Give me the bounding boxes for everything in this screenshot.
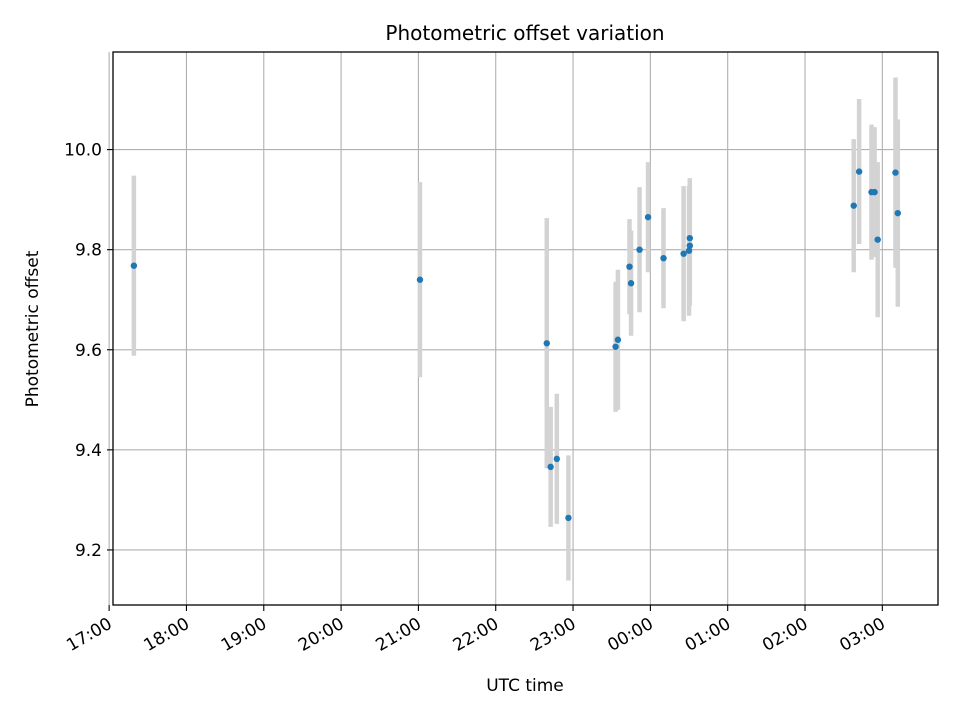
y-axis-label: Photometric offset	[23, 250, 43, 407]
data-point	[855, 168, 863, 175]
data-point	[612, 343, 619, 350]
data-point	[627, 280, 635, 287]
y-axis-ticks: 9.2 9.4 9.6 9.8 10.0	[64, 141, 113, 561]
data-point	[892, 169, 899, 176]
data-point	[636, 246, 643, 253]
data-point	[660, 254, 667, 262]
data-point	[686, 242, 694, 249]
data-point	[416, 276, 424, 283]
data-point	[553, 455, 561, 463]
y-tick-label: 9.4	[75, 441, 102, 461]
data-point	[685, 247, 693, 254]
data-point	[686, 234, 694, 242]
data-point	[894, 209, 901, 217]
data-points	[130, 168, 901, 522]
y-tick-label: 9.6	[75, 341, 102, 361]
data-point	[565, 514, 572, 522]
data-point	[614, 336, 622, 343]
x-axis-label: UTC time	[486, 676, 564, 696]
plot-frame	[112, 51, 939, 606]
data-point	[874, 236, 881, 243]
data-point	[626, 263, 633, 270]
data-point	[871, 188, 878, 196]
y-tick-label: 9.2	[75, 541, 102, 561]
data-point	[543, 340, 550, 347]
data-point	[850, 202, 857, 209]
data-point	[547, 463, 554, 471]
data-point	[130, 262, 138, 269]
y-tick-label: 10.0	[64, 141, 102, 161]
data-point	[680, 250, 687, 257]
y-tick-label: 9.8	[75, 241, 102, 261]
chart-title: Photometric offset variation	[385, 21, 664, 45]
data-point	[644, 213, 652, 221]
